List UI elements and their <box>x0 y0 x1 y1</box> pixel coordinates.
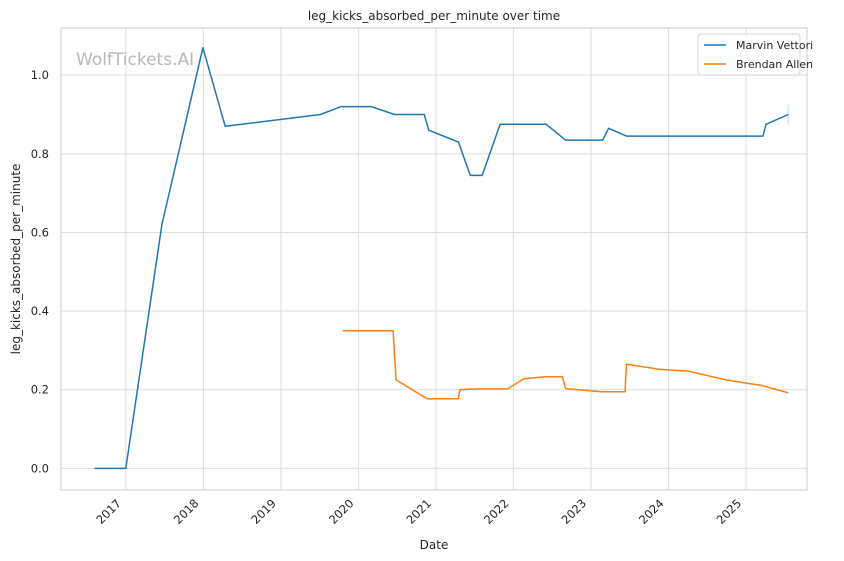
legend-label: Brendan Allen <box>736 58 813 71</box>
series-line <box>94 46 789 470</box>
y-tick-label: 0.2 <box>31 383 49 397</box>
y-tick-label: 0.4 <box>31 304 49 318</box>
legend: Marvin Vettori Brendan Allen <box>697 33 813 76</box>
chart-title: leg_kicks_absorbed_per_minute over time <box>308 9 560 23</box>
y-tick-label: 1.0 <box>31 68 49 82</box>
series-line <box>342 330 789 400</box>
x-axis-label: Date <box>420 538 449 552</box>
y-axis-label: leg_kicks_absorbed_per_minute <box>9 164 23 355</box>
y-tick-label: 0.0 <box>31 461 49 475</box>
y-tick-label: 0.6 <box>31 225 49 239</box>
y-tick-label: 0.8 <box>31 147 49 161</box>
grid <box>61 28 807 490</box>
watermark: WolfTickets.AI <box>76 50 194 70</box>
series-lines <box>94 46 790 470</box>
plot-frame <box>60 27 808 491</box>
legend-label: Marvin Vettori <box>736 39 813 52</box>
